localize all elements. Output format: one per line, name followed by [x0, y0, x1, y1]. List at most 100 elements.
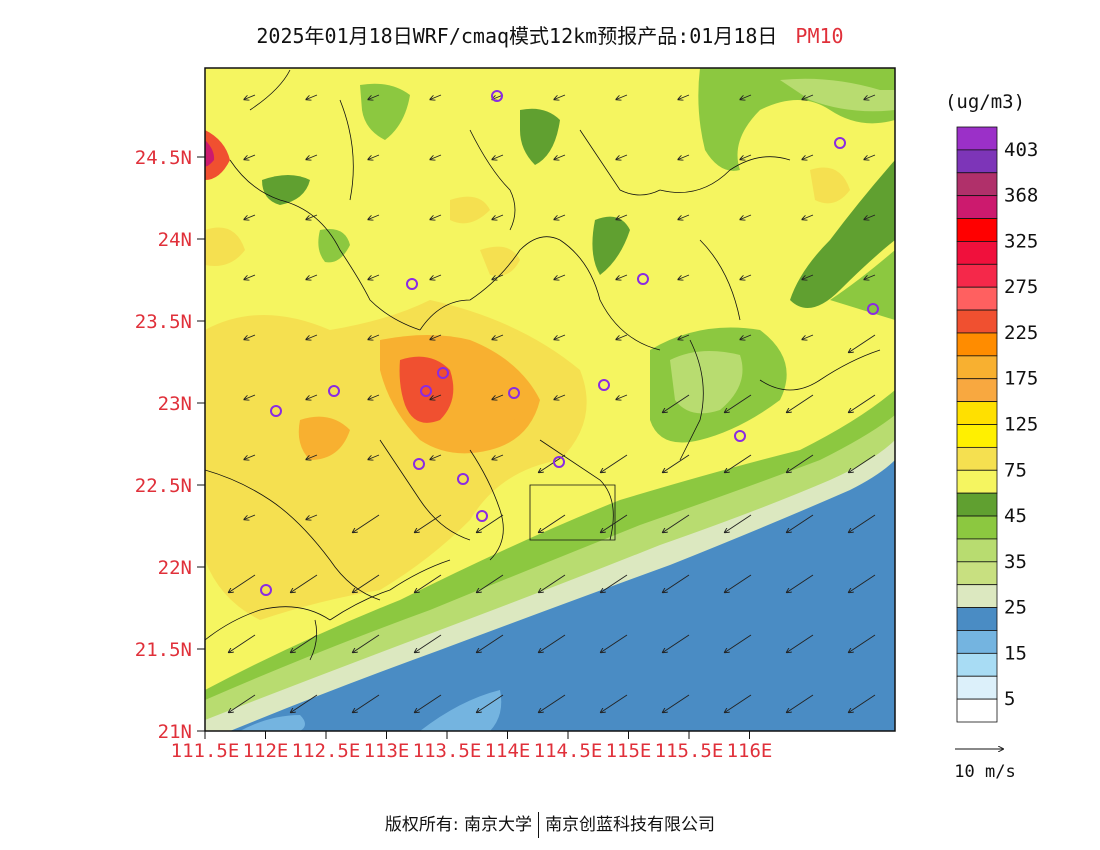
lat-tick-label: 23.5N: [135, 311, 192, 333]
legend-label: 75: [1004, 459, 1027, 481]
latitude-axis: 24.5N 24N 23.5N 23N 22.5N 22N 21.5N 21N: [135, 147, 205, 743]
station-marker: [420, 385, 432, 397]
wind-arrow: [430, 94, 442, 99]
legend-swatch: [956, 126, 998, 151]
wind-arrow: [244, 334, 256, 339]
wind-arrow: [740, 94, 752, 99]
footer-copyright: 版权所有: 南京大学 南京创蓝科技有限公司: [0, 810, 1100, 838]
wind-arrow: [802, 274, 814, 279]
wind-arrow: [678, 214, 690, 219]
wind-arrow: [415, 694, 442, 712]
station-marker: [734, 430, 746, 442]
wind-arrow: [368, 154, 380, 159]
wind-arrow: [306, 514, 318, 519]
wind-arrow: [663, 514, 690, 532]
legend-swatch: [956, 561, 998, 586]
wind-arrow: [229, 634, 256, 652]
title-pollutant: PM10: [795, 24, 844, 48]
station-marker: [598, 379, 610, 391]
wind-arrow: [663, 574, 690, 592]
legend-swatch: [956, 172, 998, 197]
wind-arrow: [477, 634, 504, 652]
wind-arrow: [244, 394, 256, 399]
wind-arrow: [430, 154, 442, 159]
wind-arrow: [725, 634, 752, 652]
wind-arrow: [787, 694, 814, 712]
wind-arrow: [353, 514, 380, 532]
wind-arrow: [725, 574, 752, 592]
lon-tick-label: 112.5E: [292, 740, 361, 762]
wind-arrow: [539, 634, 566, 652]
longitude-axis: 111.5E 112E 112.5E 113E 113.5E 114E 114.5E 115E…: [171, 731, 773, 762]
wind-arrow: [802, 214, 814, 219]
wind-arrow: [492, 334, 504, 339]
wind-reference: 10 m/s: [954, 749, 1016, 782]
wind-arrow: [725, 454, 752, 472]
legend-label: 175: [1004, 368, 1038, 390]
wind-arrow: [306, 454, 318, 459]
legend-label: 325: [1004, 230, 1038, 252]
wind-arrow: [663, 454, 690, 472]
wind-arrow: [616, 274, 628, 279]
wind-arrow: [244, 94, 256, 99]
wind-arrow: [864, 274, 876, 279]
legend-swatch: [956, 424, 998, 448]
wind-arrow: [244, 274, 256, 279]
wind-arrow: [802, 154, 814, 159]
wind-arrow: [430, 274, 442, 279]
wind-arrow: [802, 94, 814, 99]
lat-tick-label: 21N: [158, 721, 192, 743]
legend-swatch: [956, 286, 998, 311]
wind-arrow: [740, 214, 752, 219]
footer-separator: [538, 812, 540, 838]
wind-arrow: [353, 694, 380, 712]
wind-arrow: [477, 514, 504, 532]
wind-arrow: [368, 214, 380, 219]
legend-label: 45: [1004, 505, 1027, 527]
wind-arrow: [554, 334, 566, 339]
lat-tick-label: 21.5N: [135, 639, 192, 661]
legend-label: 5: [1004, 688, 1015, 710]
legend-label: 15: [1004, 642, 1027, 664]
wind-arrow: [787, 574, 814, 592]
wind-arrow: [678, 94, 690, 99]
wind-arrow: [663, 694, 690, 712]
wind-arrow: [430, 334, 442, 339]
wind-arrow: [539, 694, 566, 712]
wind-arrow: [244, 514, 256, 519]
wind-arrow: [229, 694, 256, 712]
wind-arrow: [787, 394, 814, 412]
wind-arrow: [554, 394, 566, 399]
lat-tick-label: 24.5N: [135, 147, 192, 169]
lon-tick-label: 111.5E: [171, 740, 240, 762]
wind-arrow: [492, 154, 504, 159]
legend-label: 35: [1004, 551, 1027, 573]
legend-swatch: [956, 332, 998, 357]
lat-tick-label: 24N: [158, 229, 192, 251]
lat-tick-label: 23N: [158, 393, 192, 415]
lon-tick-label: 112E: [243, 740, 289, 762]
wind-arrow: [539, 574, 566, 592]
map-frame: [204, 67, 896, 732]
station-marker: [406, 278, 418, 290]
wind-arrow: [291, 574, 318, 592]
wind-reference-label: 10 m/s: [954, 762, 1015, 782]
legend-unit: (ug/m3): [945, 91, 1025, 113]
legend-swatch: [956, 584, 998, 608]
legend-swatch: [956, 515, 998, 540]
lon-tick-label: 116E: [727, 740, 773, 762]
station-marker: [867, 303, 879, 315]
wind-arrow: [864, 94, 876, 99]
wind-arrow: [616, 394, 628, 399]
station-marker: [637, 273, 649, 285]
wind-arrow: [740, 334, 752, 339]
wind-arrow: [368, 94, 380, 99]
lon-tick-label: 113E: [364, 740, 410, 762]
wind-arrow: [849, 514, 876, 532]
wind-arrow: [244, 154, 256, 159]
wind-arrow: [725, 394, 752, 412]
wind-arrow: [601, 634, 628, 652]
wind-arrow: [616, 214, 628, 219]
wind-arrow: [787, 634, 814, 652]
wind-arrow: [616, 334, 628, 339]
